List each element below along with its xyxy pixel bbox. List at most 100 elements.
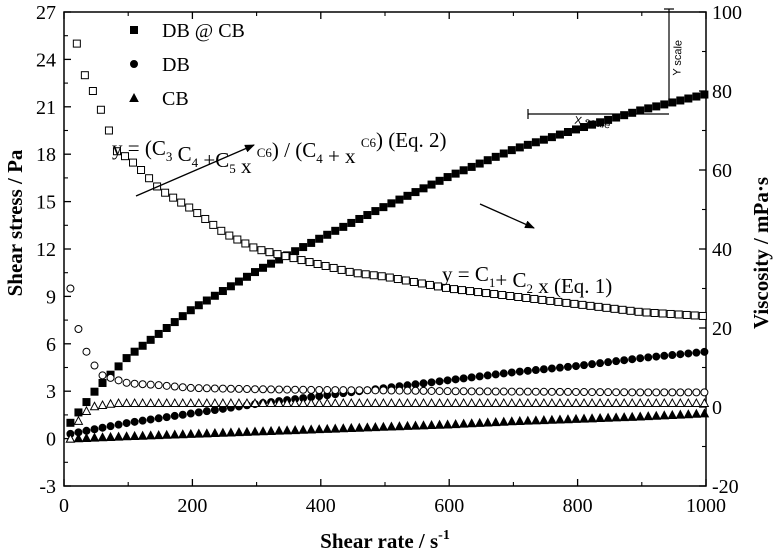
data-point: [202, 407, 211, 416]
data-point: [371, 386, 380, 395]
data-point: [259, 263, 268, 272]
x-axis-title-superscript: -1: [438, 528, 450, 543]
data-point: [322, 397, 333, 408]
data-point: [588, 360, 597, 369]
data-point: [667, 397, 678, 408]
data-point: [651, 410, 662, 420]
data-point: [467, 387, 476, 396]
data-point: [652, 352, 661, 361]
data-point: [490, 397, 501, 408]
data-point: [73, 415, 84, 425]
data-point: [322, 423, 333, 433]
y2-tick-label: 20: [712, 318, 732, 340]
legend-label: DB: [162, 54, 190, 76]
data-point: [313, 260, 322, 269]
data-point: [515, 367, 524, 376]
data-point: [114, 362, 123, 371]
data-point: [337, 265, 346, 274]
data-point: [490, 290, 499, 299]
data-point: [394, 397, 405, 408]
data-point: [595, 412, 605, 423]
data-point: [186, 409, 195, 418]
data-point: [627, 397, 638, 408]
data-point: [98, 371, 107, 380]
data-point: [499, 387, 508, 396]
data-point: [354, 422, 365, 432]
data-point: [267, 259, 276, 268]
data-point: [644, 104, 653, 113]
y-tick-label: 0: [46, 429, 56, 451]
data-point: [450, 419, 461, 429]
data-point: [691, 408, 702, 418]
data-point: [378, 421, 389, 431]
data-point: [393, 275, 402, 284]
data-point: [275, 385, 284, 394]
data-point: [265, 248, 274, 257]
equation-1-label: y = C1+ C2 x (Eq. 1): [442, 262, 612, 298]
data-point: [258, 397, 268, 408]
y-tick-label: 27: [36, 2, 56, 24]
data-point: [596, 388, 605, 397]
data-point: [660, 351, 669, 360]
data-point: [411, 386, 420, 395]
data-point: [427, 386, 436, 395]
data-point: [370, 422, 381, 432]
data-point: [620, 111, 629, 120]
data-point: [66, 284, 75, 293]
data-point: [587, 413, 597, 423]
y2-tick-label: 60: [712, 160, 732, 182]
data-point: [692, 92, 701, 101]
data-point: [330, 397, 341, 408]
data-point: [643, 397, 654, 408]
data-point: [514, 397, 525, 408]
y-tick-label: 21: [36, 97, 56, 119]
data-point: [355, 214, 364, 223]
equation-part: y = C: [442, 262, 489, 286]
data-point: [692, 348, 701, 357]
data-point: [515, 387, 524, 396]
data-point: [635, 397, 646, 408]
data-point: [401, 276, 410, 285]
equation-1-arrow: [479, 203, 535, 229]
data-point: [90, 425, 99, 434]
data-point: [114, 420, 123, 429]
data-point: [419, 379, 428, 388]
data-point: [193, 397, 204, 408]
data-point: [515, 143, 524, 152]
y-axis-title: Shear stress / Pa: [3, 149, 27, 296]
x-tick-label: 800: [563, 495, 593, 517]
data-point: [323, 386, 332, 395]
data-point: [474, 288, 483, 297]
data-point: [628, 388, 637, 397]
data-point: [66, 418, 75, 427]
data-point: [627, 411, 638, 421]
data-point: [467, 373, 476, 382]
data-point: [154, 329, 163, 338]
equation-part: 1: [489, 275, 496, 290]
data-point: [531, 397, 541, 408]
data-point: [242, 385, 251, 394]
data-point: [442, 397, 453, 408]
data-point: [170, 318, 179, 327]
data-point: [403, 191, 412, 200]
data-point: [338, 397, 349, 408]
data-point: [362, 397, 373, 408]
data-point: [604, 115, 613, 124]
data-point: [242, 397, 252, 408]
data-point: [443, 376, 452, 385]
data-point: [531, 415, 541, 425]
data-point: [266, 425, 276, 435]
data-point: [571, 387, 580, 396]
data-point: [346, 422, 357, 432]
data-point: [347, 218, 356, 227]
data-point: [458, 418, 469, 428]
data-point: [634, 307, 643, 316]
data-point: [130, 417, 139, 426]
data-point: [675, 397, 686, 408]
data-point: [122, 419, 131, 428]
data-point: [644, 388, 653, 397]
data-point: [523, 140, 532, 149]
x-tick-label: 1000: [686, 495, 726, 517]
data-point: [459, 387, 468, 396]
data-point: [483, 371, 492, 380]
